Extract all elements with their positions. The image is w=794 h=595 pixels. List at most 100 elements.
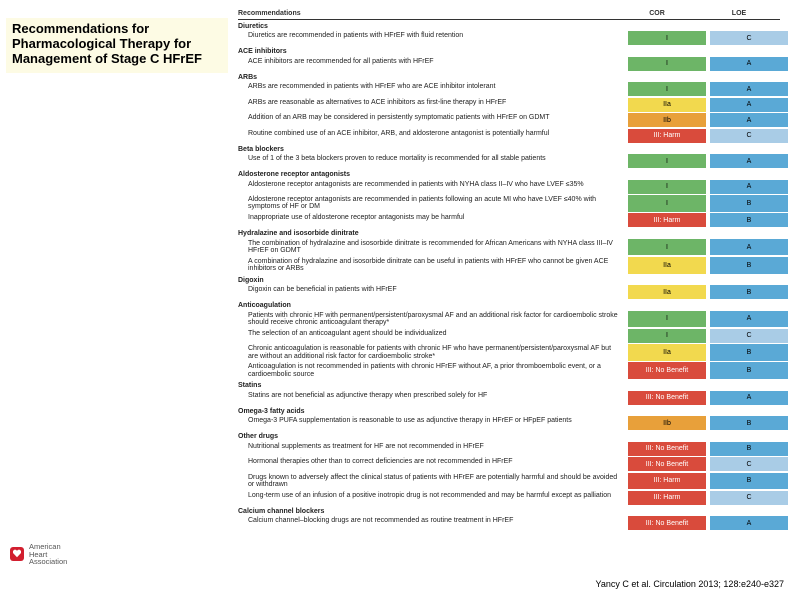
- table-row: Inappropriate use of aldosterone recepto…: [238, 213, 780, 227]
- recommendation-text: ACE inhibitors are recommended for all p…: [238, 57, 624, 71]
- section-header: Calcium channel blockers: [238, 506, 780, 516]
- table-row: ACE inhibitors are recommended for all p…: [238, 57, 780, 71]
- citation: Yancy C et al. Circulation 2013; 128:e24…: [596, 579, 784, 589]
- header-loe: LOE: [698, 10, 780, 17]
- table-row: Aldosterone receptor antagonists are rec…: [238, 195, 780, 212]
- cor-cell: I: [628, 31, 706, 45]
- table-row: Aldosterone receptor antagonists are rec…: [238, 180, 780, 194]
- loe-cell: A: [710, 516, 788, 530]
- loe-cell: A: [710, 311, 788, 328]
- loe-cell: B: [710, 416, 788, 430]
- recommendation-text: ARBs are recommended in patients with HF…: [238, 82, 624, 96]
- loe-cell: C: [710, 329, 788, 343]
- cor-cell: IIb: [628, 416, 706, 430]
- section-header: Hydralazine and isosorbide dinitrate: [238, 229, 780, 239]
- recommendation-text: Aldosterone receptor antagonists are rec…: [238, 195, 624, 212]
- loe-cell: B: [710, 362, 788, 379]
- recommendation-text: Statins are not beneficial as adjunctive…: [238, 391, 624, 405]
- loe-cell: A: [710, 154, 788, 168]
- loe-cell: B: [710, 213, 788, 227]
- loe-cell: A: [710, 180, 788, 194]
- heart-icon: [10, 547, 24, 561]
- logo-line3: Association: [29, 557, 67, 566]
- cor-cell: I: [628, 195, 706, 212]
- loe-cell: B: [710, 344, 788, 361]
- loe-cell: A: [710, 98, 788, 112]
- cor-cell: I: [628, 239, 706, 256]
- table-row: Digoxin can be beneficial in patients wi…: [238, 285, 780, 299]
- section-header: Beta blockers: [238, 144, 780, 154]
- table-row: Diuretics are recommended in patients wi…: [238, 31, 780, 45]
- section-header: ACE inhibitors: [238, 47, 780, 57]
- cor-cell: III: Harm: [628, 129, 706, 143]
- recommendation-text: Patients with chronic HF with permanent/…: [238, 311, 624, 328]
- section-header: ARBs: [238, 72, 780, 82]
- section-header: Other drugs: [238, 432, 780, 442]
- loe-cell: A: [710, 239, 788, 256]
- table-row: Hormonal therapies other than to correct…: [238, 457, 780, 471]
- recommendation-text: Hormonal therapies other than to correct…: [238, 457, 624, 471]
- section-header: Aldosterone receptor antagonists: [238, 170, 780, 180]
- cor-cell: III: No Benefit: [628, 457, 706, 471]
- loe-cell: B: [710, 285, 788, 299]
- cor-cell: III: No Benefit: [628, 362, 706, 379]
- cor-cell: III: Harm: [628, 213, 706, 227]
- table-row: Drugs known to adversely affect the clin…: [238, 473, 780, 490]
- logo-text: American Heart Association: [29, 543, 67, 566]
- loe-cell: A: [710, 57, 788, 71]
- recommendation-text: Diuretics are recommended in patients wi…: [238, 31, 624, 45]
- recommendation-text: Addition of an ARB may be considered in …: [238, 113, 624, 127]
- cor-cell: I: [628, 180, 706, 194]
- table-body: DiureticsDiuretics are recommended in pa…: [238, 21, 780, 530]
- section-header: Statins: [238, 381, 780, 391]
- table-row: ARBs are recommended in patients with HF…: [238, 82, 780, 96]
- table-row: A combination of hydralazine and isosorb…: [238, 257, 780, 274]
- cor-cell: III: No Benefit: [628, 516, 706, 530]
- table-row: Calcium channel–blocking drugs are not r…: [238, 516, 780, 530]
- recommendation-text: A combination of hydralazine and isosorb…: [238, 257, 624, 274]
- loe-cell: B: [710, 442, 788, 456]
- loe-cell: C: [710, 457, 788, 471]
- cor-cell: IIb: [628, 113, 706, 127]
- table-row: ARBs are reasonable as alternatives to A…: [238, 98, 780, 112]
- loe-cell: C: [710, 31, 788, 45]
- cor-cell: III: No Benefit: [628, 442, 706, 456]
- cor-cell: I: [628, 154, 706, 168]
- cor-cell: III: Harm: [628, 473, 706, 490]
- cor-cell: I: [628, 329, 706, 343]
- table-row: Nutritional supplements as treatment for…: [238, 442, 780, 456]
- recommendation-text: Calcium channel–blocking drugs are not r…: [238, 516, 624, 530]
- loe-cell: A: [710, 82, 788, 96]
- table-row: Omega-3 PUFA supplementation is reasonab…: [238, 416, 780, 430]
- aha-logo: American Heart Association: [10, 543, 120, 573]
- recommendation-text: Anticoagulation is not recommended in pa…: [238, 362, 624, 379]
- recommendation-text: Aldosterone receptor antagonists are rec…: [238, 180, 624, 194]
- cor-cell: I: [628, 311, 706, 328]
- loe-cell: B: [710, 195, 788, 212]
- header-cor: COR: [616, 10, 698, 17]
- recommendation-text: Chronic anticoagulation is reasonable fo…: [238, 344, 624, 361]
- recommendation-text: Long-term use of an infusion of a positi…: [238, 491, 624, 505]
- section-header: Omega-3 fatty acids: [238, 406, 780, 416]
- cor-cell: III: No Benefit: [628, 391, 706, 405]
- recommendation-text: Nutritional supplements as treatment for…: [238, 442, 624, 456]
- cor-cell: IIa: [628, 257, 706, 274]
- recommendation-text: Inappropriate use of aldosterone recepto…: [238, 213, 624, 227]
- section-header: Diuretics: [238, 21, 780, 31]
- cor-cell: III: Harm: [628, 491, 706, 505]
- recommendation-text: The selection of an anticoagulant agent …: [238, 329, 624, 343]
- table-row: The selection of an anticoagulant agent …: [238, 329, 780, 343]
- page-title: Recommendations for Pharmacological Ther…: [6, 18, 228, 73]
- table-row: The combination of hydralazine and isoso…: [238, 239, 780, 256]
- table-row: Long-term use of an infusion of a positi…: [238, 491, 780, 505]
- recommendation-text: Drugs known to adversely affect the clin…: [238, 473, 624, 490]
- table-row: Use of 1 of the 3 beta blockers proven t…: [238, 154, 780, 168]
- loe-cell: B: [710, 473, 788, 490]
- header-rec: Recommendations: [238, 10, 616, 17]
- table-row: Patients with chronic HF with permanent/…: [238, 311, 780, 328]
- cor-cell: IIa: [628, 98, 706, 112]
- recommendation-text: The combination of hydralazine and isoso…: [238, 239, 624, 256]
- loe-cell: B: [710, 257, 788, 274]
- recommendation-text: Digoxin can be beneficial in patients wi…: [238, 285, 624, 299]
- table-row: Chronic anticoagulation is reasonable fo…: [238, 344, 780, 361]
